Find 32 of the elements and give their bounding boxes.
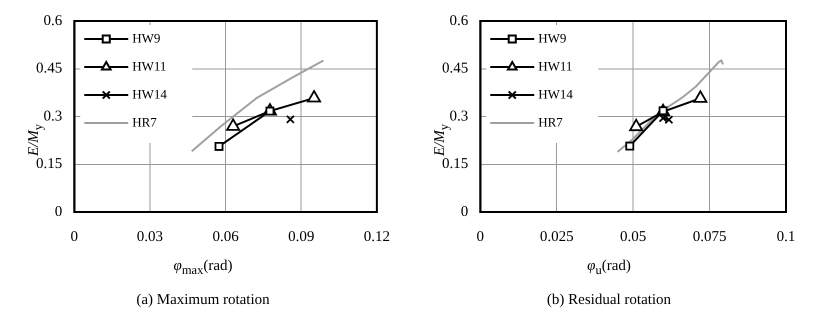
- legend-label: HR7: [132, 114, 158, 130]
- x-tick-label: 0.025: [540, 228, 574, 245]
- legend-label: HW9: [538, 30, 566, 46]
- y-tick-label: 0.6: [450, 12, 469, 29]
- x-tick-label: 0: [70, 228, 78, 245]
- text: (b) Residual rotation: [546, 292, 672, 309]
- legend-label: HW14: [538, 86, 574, 102]
- x-tick-label: 0.09: [288, 228, 314, 245]
- x-tick-label: 0.06: [212, 228, 240, 245]
- legend-label: HW14: [132, 86, 168, 102]
- y-tick-label: 0: [460, 204, 468, 220]
- x-axis-title: φ$_{max}$(rad): [172, 258, 234, 278]
- y-tick-label: 0.15: [36, 156, 62, 172]
- x-tick-label: 0.075: [692, 228, 726, 245]
- x-tick-label: 0: [476, 228, 484, 245]
- x-axis-title: φ$_{u}$(rad): [586, 258, 632, 278]
- y-tick-label: 0: [54, 204, 62, 220]
- y-tick-label: 0.3: [44, 108, 62, 124]
- x-tick-label: 0.1: [776, 228, 796, 245]
- y-tick-label: 0.45: [36, 60, 62, 77]
- y-tick-label: 0.15: [442, 156, 468, 172]
- legend-label: HR7: [538, 114, 564, 130]
- legend-label: HW9: [132, 30, 160, 46]
- legend-label: HW11: [538, 58, 572, 74]
- x-tick-label: 0.03: [136, 228, 164, 245]
- y-tick-label: 0.45: [442, 60, 468, 77]
- y-tick-label: 0.3: [450, 108, 468, 124]
- text: (a) Maximum rotation: [135, 292, 271, 309]
- legend-label: HW11: [132, 58, 166, 74]
- y-tick-label: 0.6: [44, 12, 63, 29]
- x-tick-label: 0.05: [620, 228, 646, 245]
- x-tick-label: 0.12: [364, 228, 390, 245]
